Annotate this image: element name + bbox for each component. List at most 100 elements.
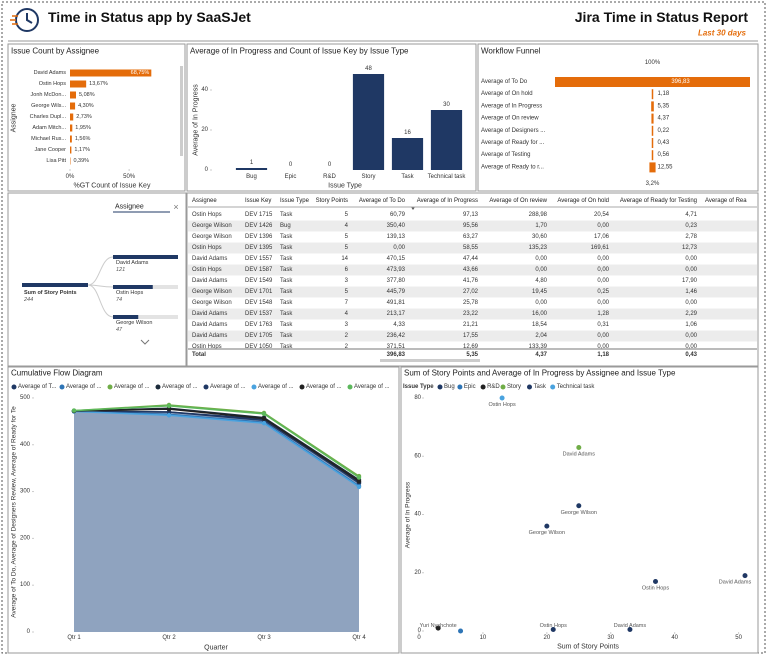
category-label: Michael Rus... (31, 136, 66, 142)
funnel-top-label: 100% (645, 60, 661, 66)
cell: DEV 1426 (245, 223, 273, 229)
point (576, 503, 582, 509)
column-header: Average of On hold (557, 198, 609, 204)
scrollbar[interactable] (380, 359, 480, 362)
legend-marker (203, 384, 209, 390)
x-tick-label: 20 (543, 635, 550, 641)
cell: 2,78 (685, 234, 697, 240)
cell: 1,28 (597, 311, 609, 317)
value-label: 16 (404, 130, 411, 136)
cell: 2,29 (685, 311, 697, 317)
point-label: David Adams (614, 623, 647, 629)
row-band (188, 308, 757, 320)
report-title: Jira Time in Status Report (575, 9, 749, 25)
panel-title: Workflow Funnel (481, 47, 541, 56)
series-line (73, 410, 360, 488)
point (166, 406, 172, 412)
cell: 1,70 (535, 223, 547, 229)
panel (477, 43, 759, 192)
point (71, 408, 77, 413)
cell: 470,15 (387, 256, 406, 262)
category-label: David Adams (34, 70, 67, 76)
total-cell: 4,37 (535, 352, 547, 358)
tree-connector (87, 284, 114, 318)
cell: Task (280, 333, 293, 339)
panel (400, 366, 759, 654)
cell: Ostin Hops (192, 245, 222, 251)
x-tick-label: Qtr 1 (67, 635, 81, 641)
cell: 288,98 (529, 212, 548, 218)
value-label: 1,17% (74, 147, 90, 153)
panel-title: Sum of Story Points and Average of In Pr… (404, 369, 676, 378)
cell: 2,04 (535, 333, 547, 339)
cell: DEV 1715 (245, 212, 273, 218)
value-label: 4,37 (658, 116, 670, 122)
cell: 41,76 (463, 278, 479, 284)
value-label: 30 (443, 102, 450, 108)
category-label: Jonh McDon... (31, 92, 67, 98)
point (458, 628, 464, 634)
legend-marker (251, 384, 257, 390)
cell: DEV 1548 (245, 300, 273, 306)
cell: David Adams (192, 256, 227, 262)
point-label: George Wilson (529, 530, 565, 536)
category-label: Average of Ready for ... (481, 140, 545, 146)
cell: 0,00 (597, 223, 609, 229)
y-tick-label: 20 (201, 127, 208, 133)
funnel-bar (651, 113, 654, 124)
point-label: Ostin Hops (642, 585, 669, 591)
x-tick-label: 10 (480, 635, 487, 641)
cell: David Adams (192, 311, 227, 317)
cell: Task (280, 278, 293, 284)
value-label: 1 (250, 160, 254, 166)
cell: 21,21 (463, 322, 479, 328)
legend-label: Average of ... (114, 384, 150, 390)
x-tick-label: Qtr 2 (162, 635, 176, 641)
cell: David Adams (192, 278, 227, 284)
category-label: Average of Designers ... (481, 128, 546, 134)
cell: 5 (345, 234, 349, 240)
tree-node-label: George Wilson (116, 320, 152, 326)
funnel-bar (651, 138, 654, 148)
cell: 133,39 (529, 344, 548, 350)
expand-chevron[interactable] (140, 339, 150, 345)
value-label: 4,30% (78, 103, 94, 109)
cell: 5 (345, 212, 349, 218)
cell: 4 (345, 311, 349, 317)
tree-node-label: David Adams (116, 260, 149, 266)
cell: 371,51 (387, 344, 406, 350)
cell: 0,00 (597, 344, 609, 350)
point-label: George Wilson (561, 510, 597, 516)
legend-label: R&D (487, 384, 500, 390)
row-band (188, 264, 757, 276)
cell: 491,81 (387, 300, 406, 306)
value-label: 12,55 (658, 164, 674, 170)
cell: 0,00 (597, 333, 609, 339)
scrollbar[interactable] (180, 66, 183, 156)
cell: 17,06 (594, 234, 610, 240)
point (653, 578, 659, 584)
cell: Task (280, 256, 293, 262)
cell: 17,90 (682, 278, 698, 284)
value-label: 0,22 (658, 128, 670, 134)
cell: David Adams (192, 322, 227, 328)
total-label: Total (192, 352, 206, 358)
cell: 7 (345, 300, 349, 306)
cell: Task (280, 300, 293, 306)
tree-bar (113, 315, 139, 319)
value-label: 1,56% (75, 136, 91, 142)
root-bar (22, 283, 88, 287)
cell: Bug (280, 223, 291, 229)
funnel-bar (651, 150, 654, 161)
x-tick-label: 0 (417, 635, 421, 641)
y-tick-label: 0 (418, 628, 422, 634)
cell: 213,17 (387, 311, 406, 317)
legend-marker (457, 384, 463, 390)
value-label: 396,83 (671, 79, 690, 85)
cell: Task (280, 267, 293, 273)
row-band (188, 220, 757, 232)
bar (430, 110, 463, 170)
bar (235, 168, 268, 170)
cell: 139,13 (387, 234, 406, 240)
close-icon[interactable]: × (173, 202, 178, 212)
